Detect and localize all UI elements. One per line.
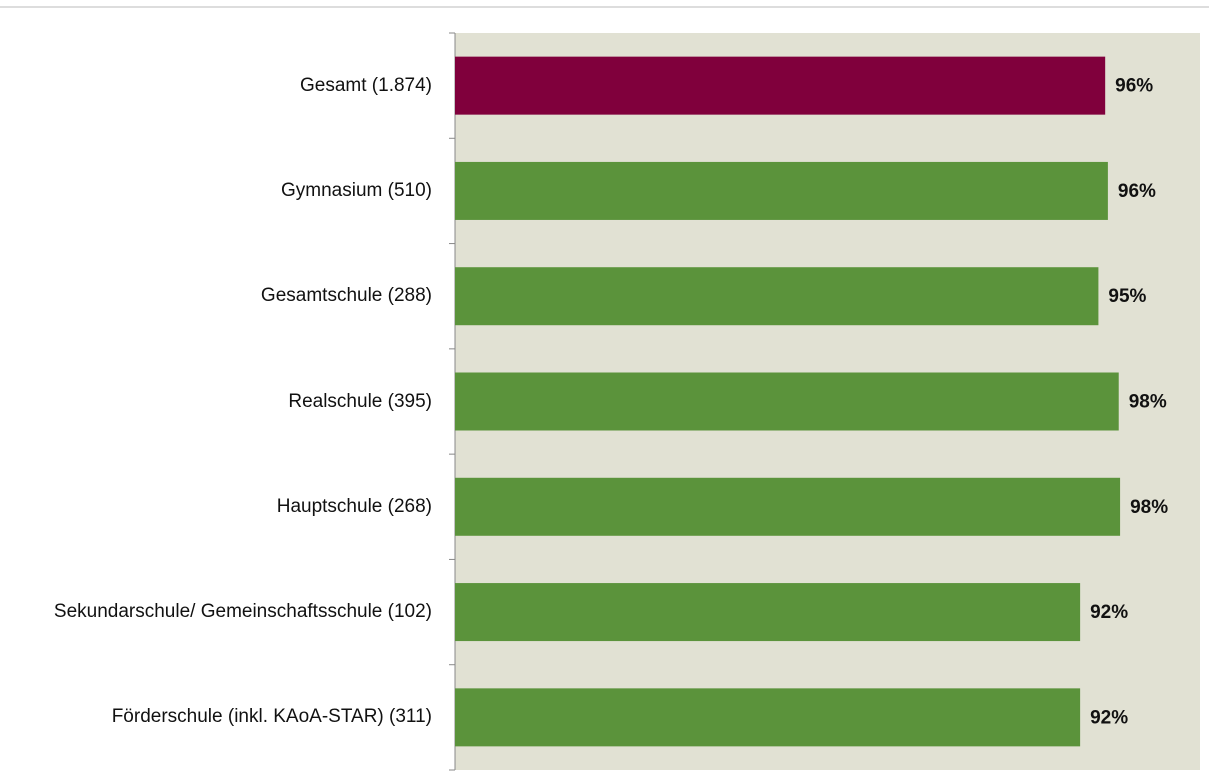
value-label: 92% bbox=[1090, 602, 1128, 623]
value-label: 96% bbox=[1115, 76, 1153, 97]
bar bbox=[455, 56, 1106, 115]
value-label: 95% bbox=[1108, 286, 1146, 307]
category-label: Sekundarschule/ Gemeinschaftsschule (102… bbox=[53, 601, 432, 623]
value-label: 92% bbox=[1090, 707, 1128, 728]
value-label: 96% bbox=[1118, 181, 1156, 202]
bar bbox=[455, 267, 1099, 326]
category-label: Hauptschule (268) bbox=[276, 495, 432, 517]
bar bbox=[455, 688, 1081, 747]
category-label: Gesamt (1.874) bbox=[300, 74, 432, 96]
category-label: Gesamtschule (288) bbox=[260, 285, 432, 307]
bar bbox=[455, 477, 1121, 536]
value-label: 98% bbox=[1129, 392, 1167, 413]
bar bbox=[455, 583, 1081, 642]
bar bbox=[455, 372, 1119, 431]
value-label: 98% bbox=[1130, 497, 1168, 518]
category-label: Realschule (395) bbox=[288, 390, 432, 412]
category-label: Gymnasium (510) bbox=[281, 179, 432, 201]
bar bbox=[455, 161, 1108, 220]
category-label: Förderschule (inkl. KAoA-STAR) (311) bbox=[111, 706, 432, 728]
